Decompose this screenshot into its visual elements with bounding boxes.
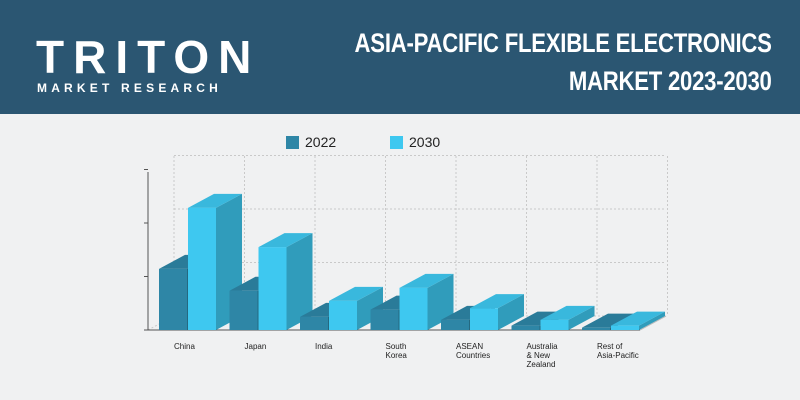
bar-2030-4 — [470, 308, 498, 330]
bar-2022-6 — [582, 327, 610, 330]
category-label-line: ASEAN — [456, 342, 483, 351]
legend-swatch-2022 — [286, 135, 299, 149]
bar-2030-2 — [329, 300, 357, 330]
category-label-line: Japan — [245, 342, 267, 351]
bar-2022-6-top — [582, 313, 636, 328]
category-label-line: South — [386, 342, 407, 351]
legend-item-2030: 2030 — [390, 134, 440, 150]
category-label-line: Countries — [456, 351, 490, 360]
bar-2022-2 — [300, 316, 328, 330]
bar-2030-6 — [611, 325, 639, 330]
category-label-2: India — [315, 342, 333, 351]
bar-2030-6-top — [611, 311, 665, 326]
page-title: ASIA-PACIFIC FLEXIBLE ELECTRONICS MARKET… — [355, 24, 772, 100]
legend-label-2022: 2022 — [305, 134, 337, 150]
category-label-line: Australia — [527, 342, 559, 351]
category-label-5: Australia & New Zealand — [527, 342, 559, 369]
bar-2030-6-side — [639, 311, 665, 330]
header-banner: TRITON MARKET RESEARCH ASIA-PACIFIC FLEX… — [0, 0, 800, 114]
grid-floor-edge — [639, 315, 667, 331]
title-line-1: ASIA-PACIFIC FLEXIBLE ELECTRONICS — [354, 28, 772, 58]
bar-2022-5 — [511, 325, 540, 330]
bar-2030-1 — [258, 247, 287, 330]
category-label-line: & New — [527, 351, 551, 360]
category-label-4: ASEAN Countries — [456, 342, 490, 360]
category-label-line: Rest of — [597, 342, 623, 351]
category-label-line: Zealand — [527, 360, 556, 369]
legend-label-2030: 2030 — [409, 134, 441, 150]
brand-logo-text: TRITON — [36, 31, 261, 83]
legend-swatch-2030 — [390, 135, 403, 149]
chart-legend: 2022 2030 — [0, 134, 800, 154]
bar-2030-5-top — [540, 305, 595, 320]
bar-2030-4-side — [498, 294, 524, 330]
title-line-2: MARKET 2023-2030 — [569, 66, 772, 96]
category-label-3: South Korea — [386, 342, 408, 360]
bar-2022-3 — [370, 309, 399, 330]
bar-2030-5-side — [568, 305, 595, 330]
bar-2030-0-top — [188, 193, 242, 208]
brand-logo-subtext: MARKET RESEARCH — [37, 81, 223, 95]
bar-2030-5 — [540, 319, 569, 330]
category-label-line: India — [315, 342, 333, 351]
category-label-6: Rest of Asia-Pacific — [597, 342, 639, 360]
bar-2030-3-top — [399, 273, 454, 288]
category-label-0: China — [174, 342, 195, 351]
category-label-line: Korea — [386, 351, 408, 360]
category-label-1: Japan — [245, 342, 267, 351]
bar-2030-1-top — [258, 233, 313, 248]
bar-2022-1 — [229, 290, 258, 330]
bar-2022-4 — [441, 319, 469, 330]
category-label-line: Asia-Pacific — [597, 351, 639, 360]
bar-2030-3 — [399, 287, 428, 330]
category-label-line: China — [174, 342, 195, 351]
bar-2030-2-top — [329, 286, 383, 301]
bar-2022-0 — [159, 268, 187, 330]
legend-item-2022: 2022 — [286, 134, 336, 150]
bar-2030-4-top — [470, 294, 524, 309]
bar-2030-0 — [188, 207, 216, 330]
bar-2030-3-side — [427, 273, 454, 330]
bar-2030-1-side — [286, 233, 313, 330]
